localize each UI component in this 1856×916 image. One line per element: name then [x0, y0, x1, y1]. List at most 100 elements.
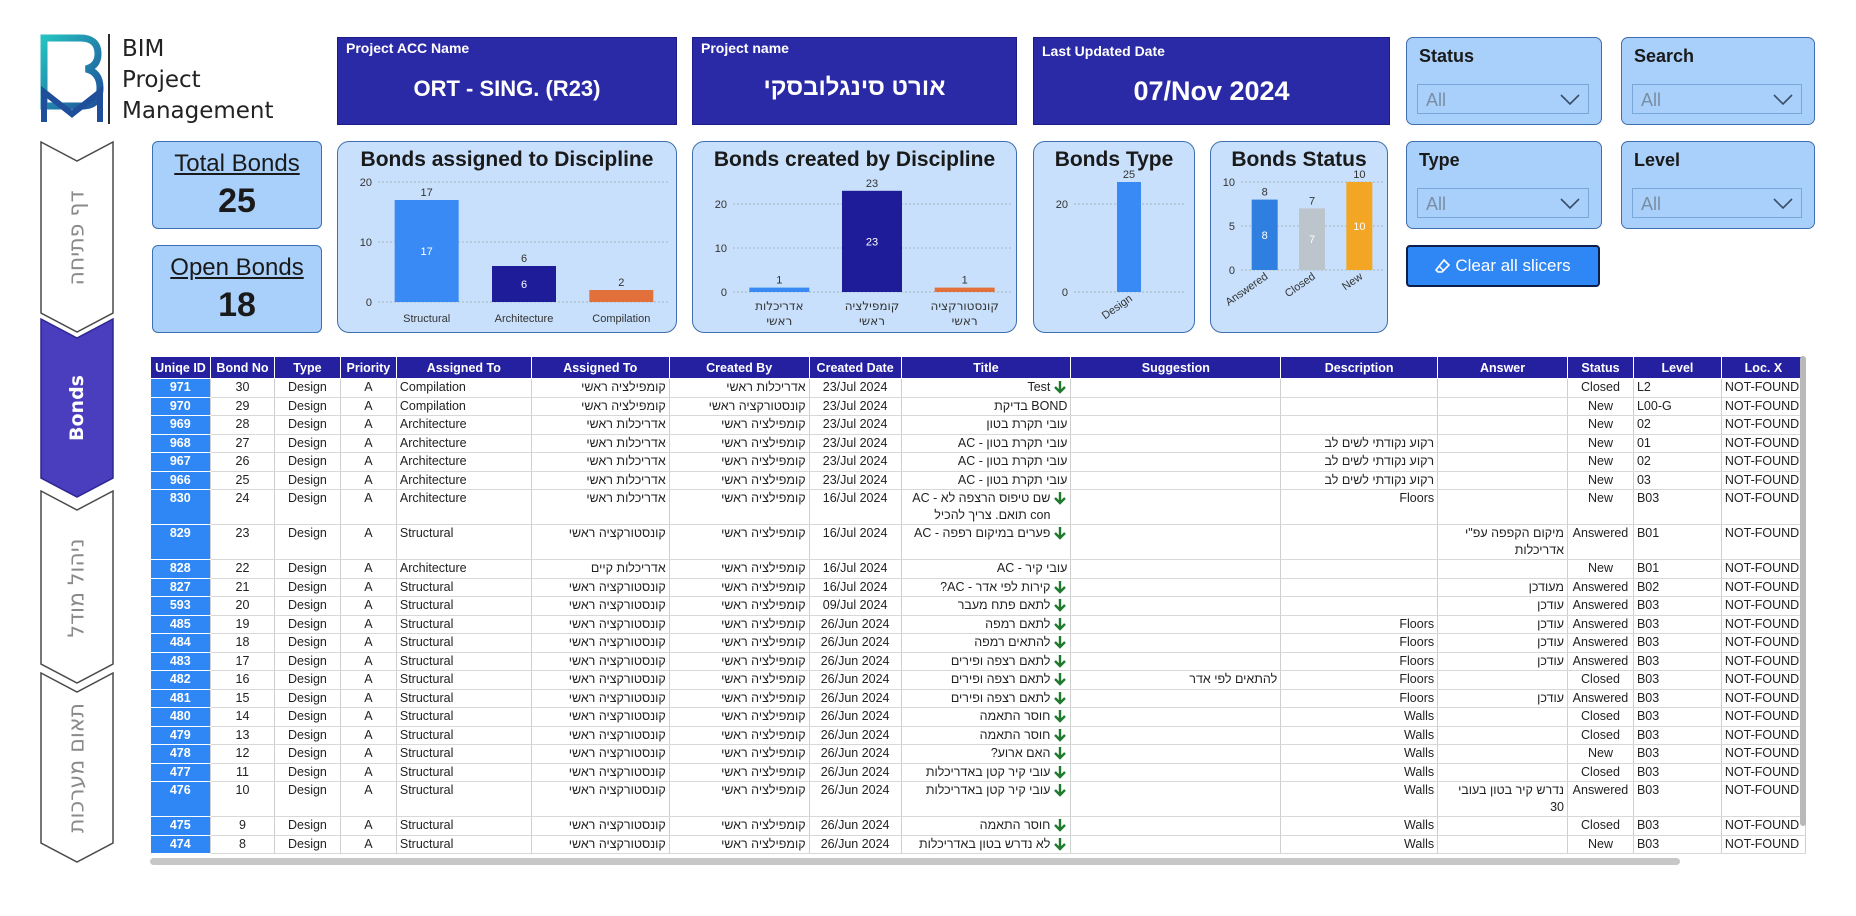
search-dropdown[interactable]: All — [1632, 84, 1802, 114]
table-row[interactable]: 828 22 Design A Architecture אדריכלות קיים קומ… — [150, 559, 1806, 579]
priority-cell: A — [340, 489, 397, 525]
table-row[interactable]: 478 12 Design A Structural קונסטורקציה ראשי קו… — [150, 744, 1806, 764]
x-tick-label: אדריכלות — [755, 299, 803, 313]
clear-all-slicers-button[interactable]: Clear all slicers — [1406, 245, 1600, 287]
type-dropdown[interactable]: All — [1417, 188, 1589, 218]
table-row[interactable]: 827 21 Design A Structural קונסטורקציה ראשי קו… — [150, 578, 1806, 597]
table-row[interactable]: 829 23 Design A Structural קונסטורקציה ראשי קו… — [150, 524, 1806, 560]
table-row[interactable]: 971 30 Design A Compilation קומפילציה ראשי אדר… — [150, 378, 1806, 398]
total-bonds-value: 25 — [218, 182, 256, 220]
bonds-table: Uniqe ID Bond No Type Priority Assigned To As… — [150, 356, 1806, 854]
title-text: BOND בדיקת — [994, 398, 1068, 413]
column-header[interactable]: Title — [900, 356, 1072, 379]
suggestion-cell — [1070, 471, 1282, 490]
column-header[interactable]: Assigned To — [395, 356, 532, 379]
type-slicer[interactable]: Type All — [1406, 141, 1602, 229]
column-header[interactable]: Uniqe ID — [150, 356, 211, 379]
table-row[interactable]: 970 29 Design A Compilation קומפילציה ראשי קונ… — [150, 397, 1806, 416]
table-vertical-scrollbar[interactable] — [1800, 356, 1806, 826]
uniqe-id-cell: 481 — [150, 689, 211, 708]
type-cell: Design — [274, 397, 341, 416]
created-by-cell: קומפילציה ראשי — [669, 816, 810, 836]
title-text: עובי קיר - AC — [996, 561, 1068, 575]
table-row[interactable]: 830 24 Design A Architecture אדריכלות ראשי קומ… — [150, 489, 1806, 525]
answer-cell — [1437, 489, 1568, 525]
y-tick-label: 5 — [1229, 221, 1235, 233]
bond-no-cell: 28 — [210, 415, 275, 435]
loc-x-cell: NOT-FOUND — [1721, 434, 1806, 453]
table-row[interactable]: 593 20 Design A Structural קונסטורקציה ראשי קו… — [150, 596, 1806, 616]
level-cell: B01 — [1633, 524, 1722, 560]
table-row[interactable]: 483 17 Design A Structural קונסטורקציה ראשי קו… — [150, 652, 1806, 671]
description-cell — [1280, 415, 1439, 435]
nav-tab-model[interactable]: ניהול מודל — [40, 490, 114, 685]
column-header[interactable]: Level — [1632, 356, 1722, 379]
column-header[interactable]: Suggestion — [1070, 356, 1282, 379]
assigned-to-en-cell: Structural — [396, 633, 532, 653]
status-cell: New — [1567, 397, 1634, 416]
created-date-cell: 16/Jul 2024 — [809, 489, 902, 525]
bar — [842, 190, 902, 292]
table-row[interactable]: 967 26 Design A Architecture אדריכלות ראשי קומ… — [150, 452, 1806, 472]
column-header[interactable]: Created By — [668, 356, 810, 379]
assigned-to-en-cell: Architecture — [396, 489, 532, 525]
column-header[interactable]: Answer — [1437, 356, 1568, 379]
table-row[interactable]: 480 14 Design A Structural קונסטורקציה ראשי קו… — [150, 707, 1806, 727]
table-row[interactable]: 475 9 Design A Structural קונסטורקציה ראשי קומ… — [150, 816, 1806, 836]
bar — [749, 287, 810, 292]
nav-tab-bonds[interactable]: Bonds — [40, 318, 114, 498]
down-arrow-icon — [1054, 580, 1067, 594]
status-dropdown[interactable]: All — [1417, 84, 1589, 114]
title-cell: לתאם רמפה — [901, 615, 1072, 634]
type-cell: Design — [274, 415, 341, 435]
assigned-to-en-cell: Structural — [396, 615, 532, 634]
nav-tab-home[interactable]: דף פתיחה — [40, 141, 114, 334]
table-row[interactable]: 969 28 Design A Architecture אדריכלות ראשי קומ… — [150, 415, 1806, 435]
column-header[interactable]: Description — [1280, 356, 1439, 379]
level-slicer-title: Level — [1634, 150, 1681, 170]
assigned-to-he-cell: אדריכלות ראשי — [531, 434, 670, 453]
column-header[interactable]: Priority — [339, 356, 397, 379]
nav-chevron-shape — [40, 672, 114, 863]
column-header[interactable]: Type — [273, 356, 341, 379]
table-row[interactable]: 482 16 Design A Structural קונסטורקציה ראשי קו… — [150, 670, 1806, 690]
column-header[interactable]: Status — [1566, 356, 1634, 379]
nav-tab-coordination[interactable]: תאום מערכות — [40, 672, 114, 864]
suggestion-cell — [1070, 781, 1282, 817]
table-row[interactable]: 481 15 Design A Structural קונסטורקציה ראשי קו… — [150, 689, 1806, 708]
bonds-table-container[interactable]: Uniqe ID Bond No Type Priority Assigned To As… — [150, 356, 1806, 858]
loc-x-cell: NOT-FOUND — [1721, 744, 1806, 764]
assigned-to-en-cell: Structural — [396, 816, 532, 836]
bond-no-cell: 18 — [210, 633, 275, 653]
assigned-to-en-cell: Architecture — [396, 471, 532, 490]
status-slicer[interactable]: Status All — [1406, 37, 1602, 125]
table-row[interactable]: 485 19 Design A Structural קונסטורקציה ראשי קו… — [150, 615, 1806, 634]
table-row[interactable]: 479 13 Design A Structural קונסטורקציה ראשי קו… — [150, 726, 1806, 745]
table-horizontal-scrollbar[interactable] — [150, 858, 1680, 865]
table-row[interactable]: 484 18 Design A Structural קונסטורקציה ראשי קו… — [150, 633, 1806, 653]
bar — [492, 266, 556, 302]
level-slicer[interactable]: Level All — [1621, 141, 1815, 229]
level-dropdown[interactable]: All — [1632, 188, 1802, 218]
column-header[interactable]: Created Date — [808, 356, 902, 379]
table-row[interactable]: 476 10 Design A Structural קונסטורקציה ראשי קו… — [150, 781, 1806, 817]
table-row[interactable]: 474 8 Design A Structural קונסטורקציה ראשי קומ… — [150, 835, 1806, 854]
column-header[interactable]: Loc. X — [1720, 356, 1806, 379]
table-row[interactable]: 966 25 Design A Architecture אדריכלות ראשי קומ… — [150, 471, 1806, 490]
assigned-to-he-cell: אדריכלות ראשי — [531, 471, 670, 490]
column-header[interactable]: Bond No — [209, 356, 275, 379]
title-text: האם ארוע? — [990, 746, 1051, 760]
uniqe-id-cell: 474 — [150, 835, 211, 854]
table-row[interactable]: 968 27 Design A Architecture אדריכלות ראשי קומ… — [150, 434, 1806, 453]
title-text: קירות לפי אדר - AC? — [940, 579, 1051, 594]
column-header[interactable]: Assigned To — [530, 356, 670, 379]
search-slicer[interactable]: Search All — [1621, 37, 1815, 125]
x-tick-label: קונסטורקציה — [930, 299, 998, 313]
bond-no-cell: 16 — [210, 670, 275, 690]
bar — [589, 290, 654, 302]
table-row[interactable]: 477 11 Design A Structural קונסטורקציה ראשי קו… — [150, 763, 1806, 782]
created-by-cell: קומפילציה ראשי — [669, 524, 810, 560]
status-cell: Answered — [1567, 689, 1634, 708]
level-cell: B03 — [1633, 816, 1722, 836]
